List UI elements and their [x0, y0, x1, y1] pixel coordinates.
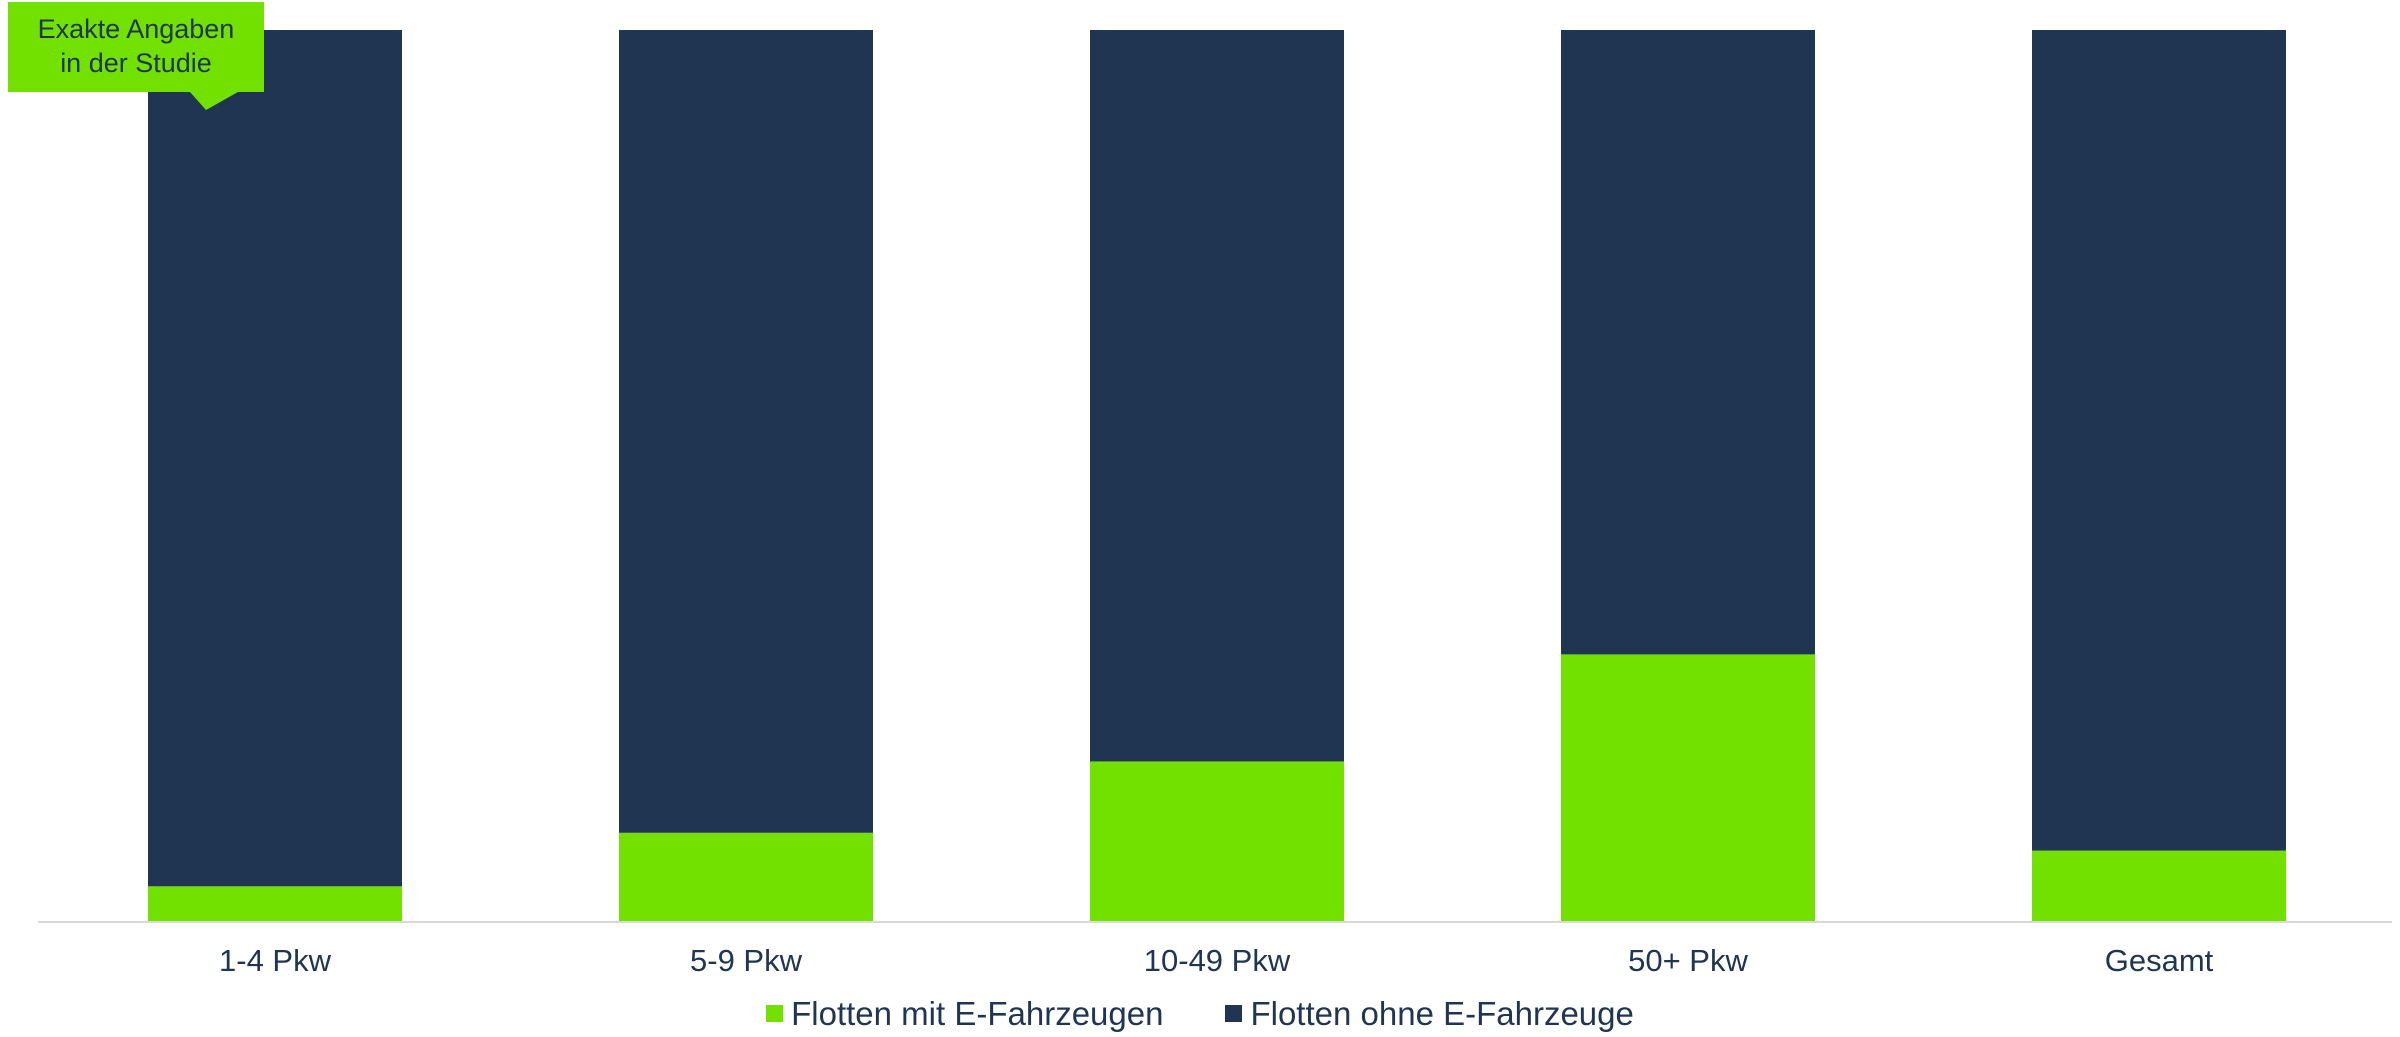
annotation-line-1: Exakte Angaben: [37, 14, 235, 45]
bar-with-ev-3: [1561, 654, 1815, 922]
x-tick-label-4: Gesamt: [2105, 943, 2214, 978]
bars-layer: [148, 30, 2286, 922]
bar-with-ev-0: [148, 886, 402, 922]
bar-with-ev-1: [619, 832, 873, 922]
legend-item-without-ev: Flotten ohne E-Fahrzeuge: [1225, 995, 1634, 1032]
bar-without-ev-0: [148, 30, 402, 887]
legend-item-with-ev: Flotten mit E-Fahrzeugen: [766, 997, 1163, 1030]
annotation-callout: Exakte Angaben in der Studie: [8, 2, 264, 92]
x-tick-label-1: 5-9 Pkw: [690, 943, 803, 978]
legend-label-without-ev: Flotten ohne E-Fahrzeuge: [1250, 995, 1634, 1032]
legend-label-with-ev: Flotten mit E-Fahrzeugen: [791, 995, 1164, 1032]
x-tick-label-3: 50+ Pkw: [1628, 943, 1748, 978]
bar-without-ev-3: [1561, 30, 1815, 655]
legend: Flotten mit E-Fahrzeugen Flotten ohne E-…: [0, 997, 2400, 1030]
bar-without-ev-2: [1090, 30, 1344, 762]
bar-with-ev-4: [2032, 850, 2286, 922]
bar-without-ev-4: [2032, 30, 2286, 851]
bar-with-ev-2: [1090, 761, 1344, 922]
legend-swatch-with-ev: [766, 1005, 784, 1022]
legend-swatch-without-ev: [1225, 1005, 1243, 1022]
x-tick-label-0: 1-4 Pkw: [219, 943, 332, 978]
annotation-line-2: in der Studie: [60, 48, 212, 78]
bar-without-ev-1: [619, 30, 873, 833]
annotation-callout-pointer: [190, 92, 238, 110]
x-tick-label-2: 10-49 Pkw: [1144, 943, 1291, 978]
x-axis-tick-labels: 1-4 Pkw 5-9 Pkw 10-49 Pkw 50+ Pkw Gesamt: [219, 943, 2214, 978]
